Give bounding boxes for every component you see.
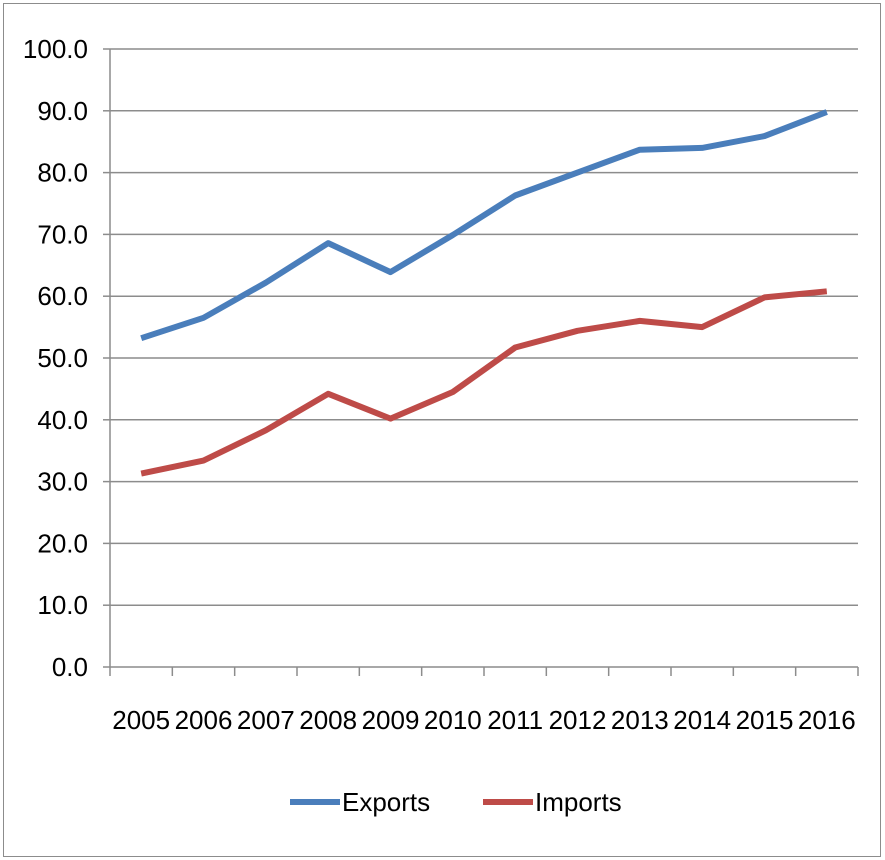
y-tick-label: 20.0: [37, 528, 88, 558]
x-tick-label: 2005: [112, 705, 170, 735]
axes: [103, 48, 859, 676]
x-tick-label: 2012: [549, 705, 607, 735]
gridlines: [110, 48, 858, 606]
y-tick-label: 100.0: [23, 34, 88, 64]
series-lines: [140, 109, 828, 477]
legend-label-imports: Imports: [535, 787, 622, 817]
series-line-exports: [140, 109, 828, 342]
y-axis-tick-labels: 0.0 10.0 20.0 30.0 40.0 50.0 60.0 70.0 80.0 90.0 1…: [23, 34, 88, 682]
legend-label-exports: Exports: [342, 787, 430, 817]
legend: Exports Imports: [290, 787, 622, 817]
x-tick-label: 2015: [736, 705, 794, 735]
chart-frame: [3, 3, 881, 857]
x-tick-label: 2006: [175, 705, 233, 735]
x-axis-tick-labels: 2005 2006 2007 2008 2009 2010 2011 2012 2013 2014…: [112, 705, 856, 735]
x-tick-label: 2016: [798, 705, 856, 735]
x-tick-label: 2013: [611, 705, 669, 735]
y-tick-label: 60.0: [37, 281, 88, 311]
y-tick-label: 0.0: [52, 652, 88, 682]
x-tick-label: 2008: [299, 705, 357, 735]
y-tick-label: 70.0: [37, 219, 88, 249]
x-tick-label: 2014: [673, 705, 731, 735]
x-tick-label: 2011: [487, 705, 543, 735]
y-tick-label: 90.0: [37, 96, 88, 126]
y-tick-label: 40.0: [37, 405, 88, 435]
series-line-imports: [140, 288, 828, 477]
y-tick-label: 50.0: [37, 343, 88, 373]
x-tick-label: 2007: [237, 705, 295, 735]
x-tick-label: 2010: [424, 705, 482, 735]
y-tick-label: 30.0: [37, 467, 88, 497]
y-tick-label: 80.0: [37, 158, 88, 188]
y-tick-label: 10.0: [37, 590, 88, 620]
x-tick-label: 2009: [362, 705, 420, 735]
